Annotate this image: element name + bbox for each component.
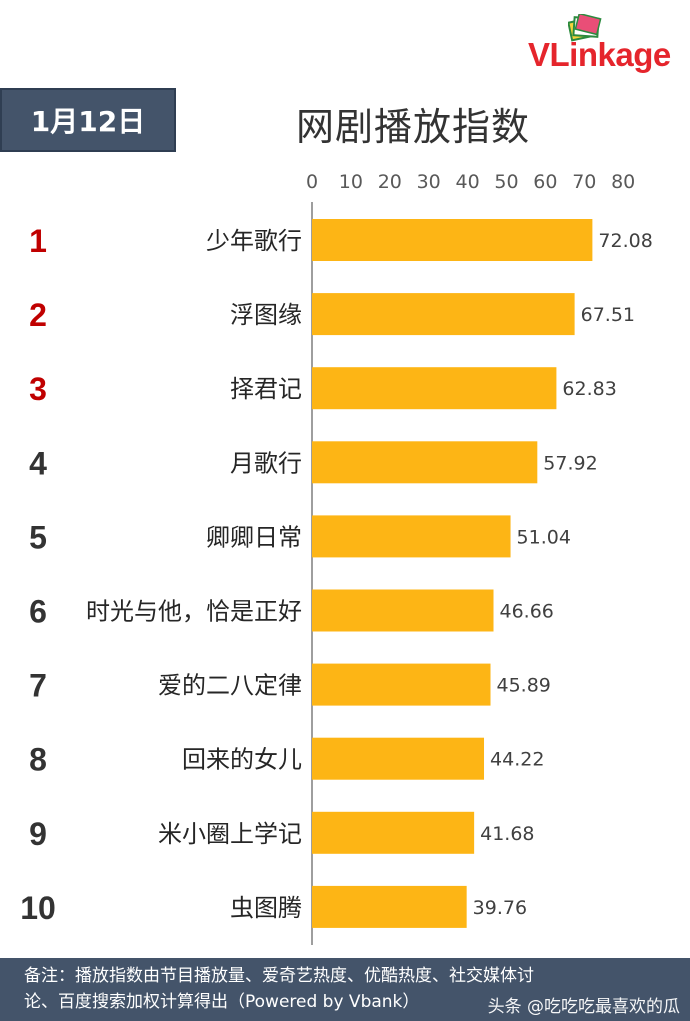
data-label: 39.76 — [473, 897, 527, 919]
x-tick-label: 30 — [417, 171, 441, 193]
rank-label: 9 — [29, 816, 47, 852]
rank-label: 3 — [29, 371, 47, 407]
rank-label: 5 — [29, 519, 47, 555]
bar — [312, 663, 491, 706]
category-label: 米小圈上学记 — [158, 820, 302, 848]
data-label: 57.92 — [543, 452, 597, 474]
data-label: 72.08 — [598, 230, 652, 252]
bar — [312, 589, 494, 632]
bar-chart: 0 10 20 30 40 50 60 70 80 72.08 少年歌行 1 67.51 浮图缘 2 62.8… — [20, 171, 653, 945]
x-tick-label: 40 — [456, 171, 480, 193]
category-label: 时光与他，恰是正好 — [86, 598, 302, 626]
x-tick-label: 80 — [611, 171, 635, 193]
x-tick-label: 0 — [306, 171, 318, 193]
x-tick-label: 60 — [533, 171, 557, 193]
rank-label: 10 — [20, 890, 56, 926]
footer-line-2: 论、百度搜索加权计算得出（Powered by Vbank） — [24, 992, 420, 1012]
footer-note: 备注：播放指数由节目播放量、爱奇艺热度、优酷热度、社交媒体讨 论、百度搜索加权计… — [0, 958, 690, 1021]
category-label: 少年歌行 — [206, 227, 302, 255]
logo-cards-icon — [568, 14, 602, 42]
bar — [312, 219, 593, 261]
data-label: 44.22 — [490, 749, 544, 771]
data-label: 62.83 — [562, 378, 616, 400]
bar — [312, 885, 467, 928]
logo-text: VLinkage — [528, 36, 671, 73]
category-label: 回来的女儿 — [182, 746, 302, 774]
category-label: 择君记 — [230, 375, 302, 403]
x-tick-label: 70 — [572, 171, 596, 193]
x-tick-label: 10 — [339, 171, 363, 193]
watermark: 头条 @吃吃吃最喜欢的瓜 — [487, 997, 680, 1017]
category-label: 卿卿日常 — [206, 523, 302, 551]
bar — [312, 515, 511, 558]
category-label: 浮图缘 — [230, 301, 302, 329]
data-label: 46.66 — [500, 601, 554, 623]
data-label: 51.04 — [517, 526, 571, 548]
rank-label: 7 — [29, 668, 47, 704]
rank-label: 1 — [29, 223, 47, 259]
bar — [312, 441, 538, 484]
x-tick-label: 50 — [494, 171, 518, 193]
data-label: 67.51 — [581, 304, 635, 326]
category-label: 虫图腾 — [230, 894, 302, 922]
rank-label: 8 — [29, 742, 47, 778]
chart-title: 网剧播放指数 — [296, 105, 531, 149]
data-label: 41.68 — [480, 823, 534, 845]
rank-label: 6 — [29, 594, 47, 630]
date-label: 1月12日 — [0, 88, 176, 152]
bar — [312, 367, 557, 410]
rank-label: 2 — [29, 297, 47, 333]
bar — [312, 811, 475, 854]
data-label: 45.89 — [497, 675, 551, 697]
x-tick-label: 20 — [378, 171, 402, 193]
bar — [312, 293, 575, 336]
rank-label: 4 — [29, 445, 47, 481]
vlinkage-logo: VLinkage — [528, 14, 688, 74]
bar — [312, 737, 485, 780]
category-label: 月歌行 — [230, 449, 302, 477]
category-label: 爱的二八定律 — [158, 672, 302, 700]
footer-line-1: 备注：播放指数由节目播放量、爱奇艺热度、优酷热度、社交媒体讨 — [24, 966, 534, 986]
